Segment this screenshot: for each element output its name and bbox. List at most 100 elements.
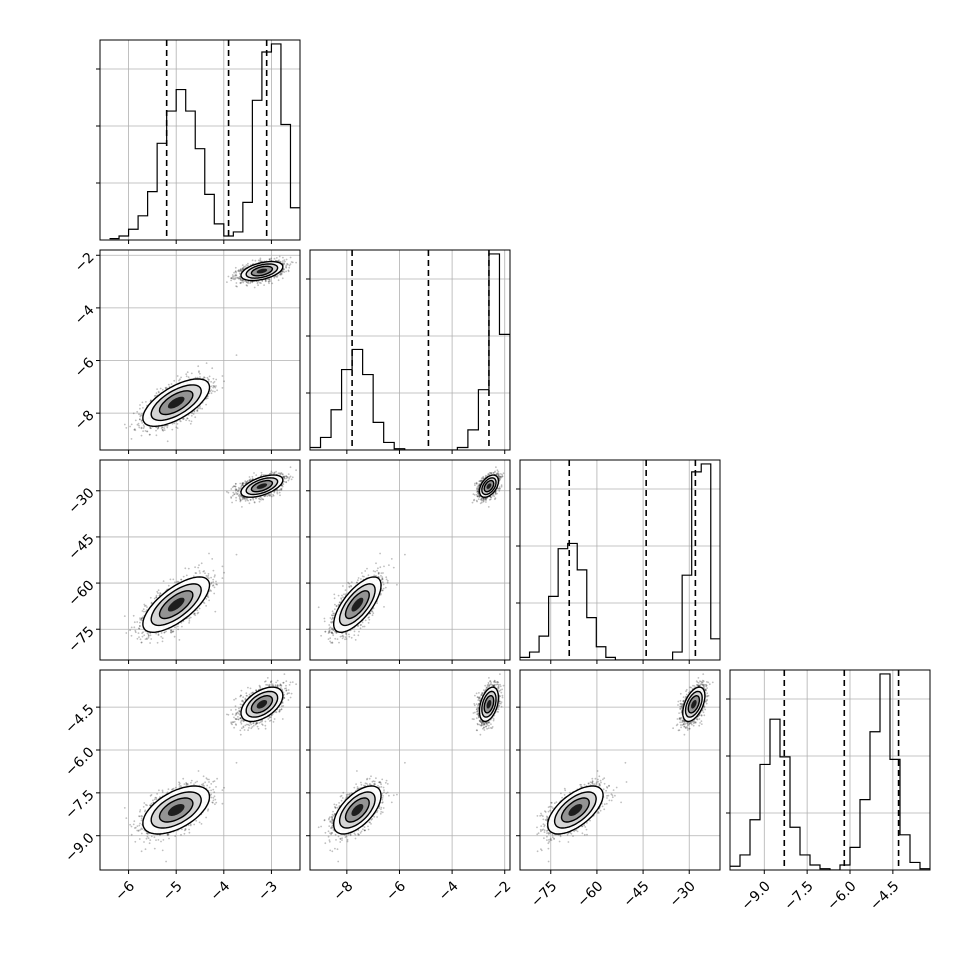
scatter-point <box>210 590 213 592</box>
scatter-point <box>215 583 218 586</box>
scatter-point <box>167 584 170 587</box>
scatter-point <box>265 280 267 282</box>
scatter-point <box>134 429 137 432</box>
scatter-point <box>182 575 185 578</box>
scatter-point <box>238 270 240 272</box>
scatter-point <box>239 269 242 272</box>
scatter-point <box>141 422 144 424</box>
scatter-point <box>140 419 143 422</box>
scatter-point <box>185 574 188 577</box>
scatter-point <box>206 376 209 379</box>
scatter-point <box>125 632 128 634</box>
scatter-point <box>129 425 132 428</box>
scatter-point <box>144 610 147 613</box>
scatter-point <box>147 635 150 637</box>
scatter-point <box>157 390 160 393</box>
scatter-point <box>210 582 213 585</box>
scatter-point <box>234 485 237 488</box>
scatter-point <box>190 372 193 375</box>
scatter-point <box>141 610 144 612</box>
scatter-point <box>255 474 258 476</box>
scatter-point <box>289 263 292 265</box>
scatter-point <box>183 417 185 420</box>
scatter-point <box>233 485 236 488</box>
scatter-point <box>161 426 164 428</box>
scatter-point <box>235 354 238 356</box>
scatter-point <box>165 630 168 633</box>
scatter-point <box>246 284 249 287</box>
scatter-point <box>238 487 241 490</box>
scatter-point <box>130 423 133 426</box>
scatter-layer <box>123 255 714 863</box>
scatter-point <box>155 392 158 394</box>
scatter-point <box>215 385 217 387</box>
scatter-point <box>231 275 234 278</box>
scatter-point <box>139 404 141 406</box>
scatter-point <box>142 424 145 426</box>
scatter-point <box>123 423 126 426</box>
scatter-point <box>156 590 159 593</box>
scatter-point <box>221 387 224 389</box>
scatter-point <box>198 564 200 566</box>
scatter-point <box>263 284 265 286</box>
scatter-point <box>243 266 245 268</box>
scatter-point <box>140 618 143 621</box>
scatter-point <box>160 632 163 634</box>
scatter-point <box>208 552 210 555</box>
scatter-point <box>287 479 290 482</box>
scatter-point <box>283 271 286 273</box>
scatter-point <box>234 270 237 273</box>
scatter-point <box>212 386 215 389</box>
scatter-point <box>237 269 240 271</box>
scatter-point <box>185 373 188 376</box>
scatter-point <box>171 631 174 633</box>
scatter-point <box>203 602 206 604</box>
scatter-point <box>166 424 169 427</box>
scatter-point <box>239 277 242 280</box>
scatter-point <box>202 601 205 604</box>
scatter-point <box>180 578 183 581</box>
scatter-point <box>278 255 281 258</box>
scatter-point <box>188 620 191 622</box>
scatter-point <box>223 571 226 574</box>
scatter-point <box>162 580 165 582</box>
scatter-point <box>276 491 279 493</box>
scatter-point <box>287 263 289 266</box>
scatter-point <box>235 282 238 284</box>
scatter-point <box>170 629 172 632</box>
scatter-point <box>155 632 158 635</box>
scatter-point <box>133 428 136 431</box>
scatter-point <box>149 596 152 599</box>
scatter-point <box>132 412 135 415</box>
scatter-point <box>237 490 239 493</box>
scatter-point <box>281 277 284 280</box>
scatter-point <box>212 377 215 380</box>
scatter-point <box>147 634 150 637</box>
scatter-point <box>196 410 199 412</box>
scatter-point <box>241 267 244 270</box>
scatter-point <box>196 409 199 411</box>
scatter-point <box>155 434 158 437</box>
scatter-point <box>242 267 245 269</box>
scatter-point <box>194 572 197 574</box>
scatter-point <box>178 379 180 382</box>
scatter-point <box>167 383 170 386</box>
scatter-point <box>288 264 291 267</box>
scatter-point <box>132 614 135 617</box>
scatter-point <box>157 592 159 594</box>
scatter-point <box>291 261 294 264</box>
scatter-point <box>235 276 238 279</box>
scatter-point <box>140 434 143 437</box>
scatter-point <box>280 272 282 275</box>
scatter-point <box>162 429 165 432</box>
scatter-point <box>129 629 132 632</box>
scatter-point <box>223 380 226 383</box>
scatter-point <box>211 367 214 370</box>
scatter-point <box>235 274 238 277</box>
scatter-point <box>233 278 236 281</box>
scatter-point <box>172 630 174 633</box>
scatter-point <box>235 499 238 502</box>
scatter-point <box>133 626 136 629</box>
scatter-point <box>233 275 236 277</box>
scatter-point <box>139 621 141 624</box>
